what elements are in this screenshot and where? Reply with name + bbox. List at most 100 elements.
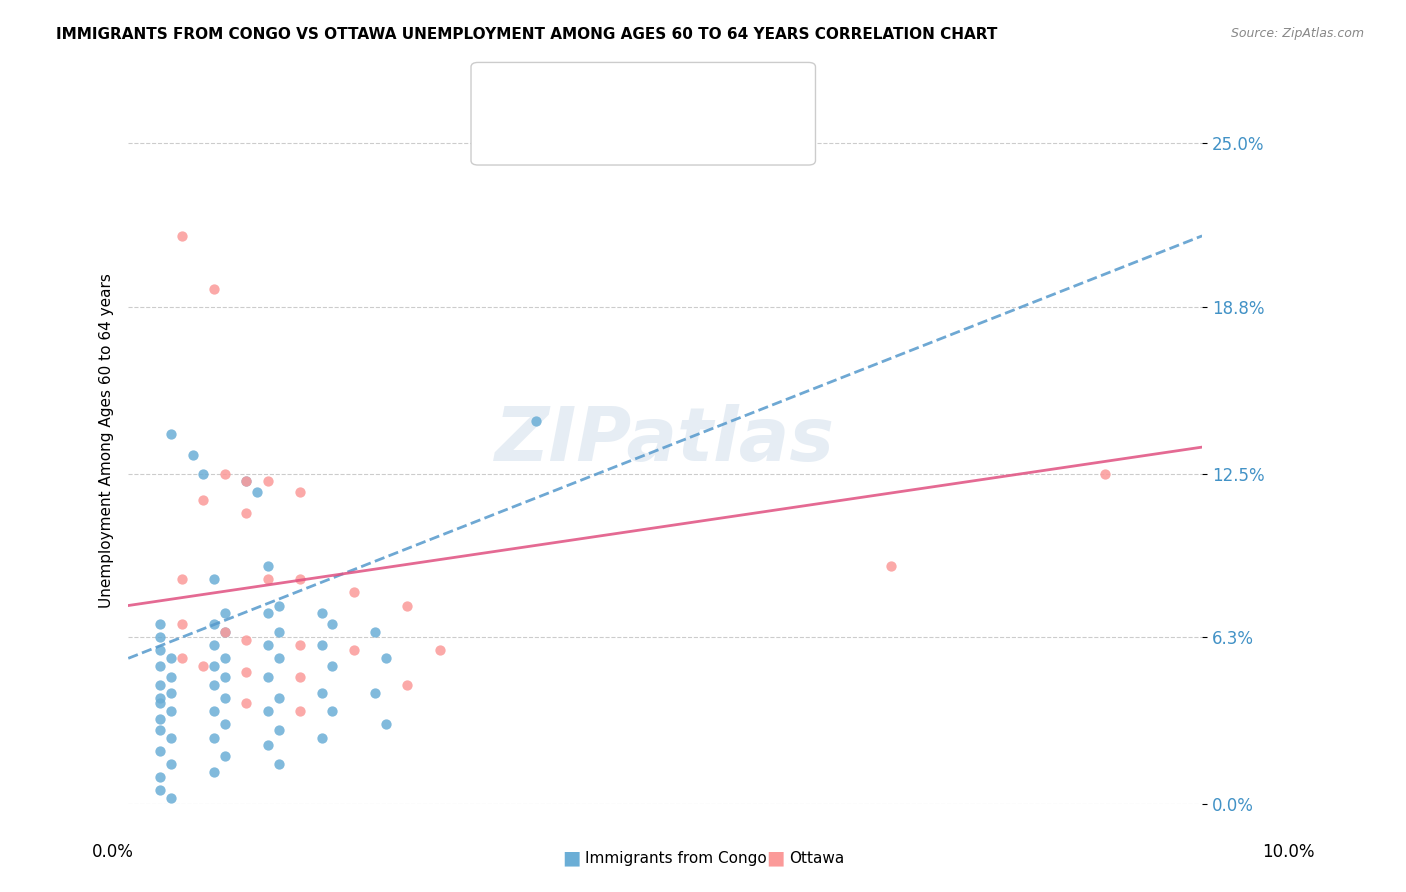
Point [257, 739, 280, 753]
Point [202, 659, 225, 673]
Point [396, 599, 419, 613]
Point [288, 485, 311, 500]
Point [214, 690, 236, 705]
Text: ■: ■ [489, 121, 508, 141]
Point [321, 617, 343, 632]
Point [257, 704, 280, 718]
Point [396, 678, 419, 692]
Point [214, 749, 236, 764]
Point [149, 678, 172, 692]
Text: R = 0.332: R = 0.332 [509, 80, 592, 98]
Point [311, 686, 333, 700]
Text: ZIPatlas: ZIPatlas [495, 404, 835, 477]
Text: IMMIGRANTS FROM CONGO VS OTTAWA UNEMPLOYMENT AMONG AGES 60 TO 64 YEARS CORRELATI: IMMIGRANTS FROM CONGO VS OTTAWA UNEMPLOY… [56, 27, 998, 42]
Text: ■: ■ [766, 848, 785, 868]
Point [364, 686, 387, 700]
Point [288, 572, 311, 586]
Point [257, 475, 280, 489]
Point [879, 558, 901, 573]
Point [235, 632, 257, 647]
Point [202, 731, 225, 745]
Point [149, 696, 172, 710]
Point [149, 783, 172, 797]
Point [214, 607, 236, 621]
Point [181, 448, 204, 462]
Point [202, 282, 225, 296]
Point [288, 704, 311, 718]
Point [246, 485, 269, 500]
Point [202, 704, 225, 718]
Point [214, 624, 236, 639]
Point [288, 670, 311, 684]
Text: 10.0%: 10.0% [1263, 843, 1315, 861]
Point [267, 599, 290, 613]
Point [149, 770, 172, 784]
Point [364, 624, 387, 639]
Point [149, 744, 172, 758]
Point [170, 617, 193, 632]
Point [288, 638, 311, 652]
Point [1094, 467, 1116, 481]
Point [214, 467, 236, 481]
Text: 0.0%: 0.0% [91, 843, 134, 861]
Point [311, 638, 333, 652]
Text: Immigrants from Congo: Immigrants from Congo [585, 851, 766, 865]
Text: N = 62: N = 62 [644, 80, 702, 98]
Point [149, 723, 172, 737]
Point [202, 617, 225, 632]
Text: Ottawa: Ottawa [789, 851, 844, 865]
Point [235, 475, 257, 489]
Point [202, 764, 225, 779]
Point [235, 665, 257, 679]
Point [429, 643, 451, 657]
Point [193, 467, 215, 481]
Point [149, 690, 172, 705]
Point [257, 638, 280, 652]
Point [193, 659, 215, 673]
Point [214, 717, 236, 731]
Point [149, 659, 172, 673]
Text: R = 0.199: R = 0.199 [509, 122, 592, 140]
Point [257, 607, 280, 621]
Point [267, 690, 290, 705]
Point [321, 659, 343, 673]
Point [160, 704, 183, 718]
Point [160, 670, 183, 684]
Point [267, 723, 290, 737]
Point [149, 617, 172, 632]
Point [524, 414, 547, 428]
Point [214, 624, 236, 639]
Point [202, 572, 225, 586]
Point [311, 607, 333, 621]
Text: N = 26: N = 26 [644, 122, 702, 140]
Point [170, 228, 193, 243]
Point [202, 638, 225, 652]
Point [257, 558, 280, 573]
Text: Source: ZipAtlas.com: Source: ZipAtlas.com [1230, 27, 1364, 40]
Point [267, 624, 290, 639]
Point [160, 651, 183, 665]
Text: ■: ■ [562, 848, 581, 868]
Point [321, 704, 343, 718]
Point [257, 670, 280, 684]
Point [375, 651, 398, 665]
Point [267, 651, 290, 665]
Point [160, 426, 183, 441]
Point [311, 731, 333, 745]
Point [170, 572, 193, 586]
Point [193, 492, 215, 507]
Point [149, 643, 172, 657]
Point [160, 791, 183, 805]
Text: ■: ■ [489, 79, 508, 99]
Point [267, 756, 290, 771]
Point [235, 696, 257, 710]
Point [160, 731, 183, 745]
Point [160, 756, 183, 771]
Point [149, 712, 172, 726]
Point [214, 651, 236, 665]
Point [235, 506, 257, 520]
Point [214, 670, 236, 684]
Point [170, 651, 193, 665]
Point [375, 717, 398, 731]
Point [149, 630, 172, 644]
